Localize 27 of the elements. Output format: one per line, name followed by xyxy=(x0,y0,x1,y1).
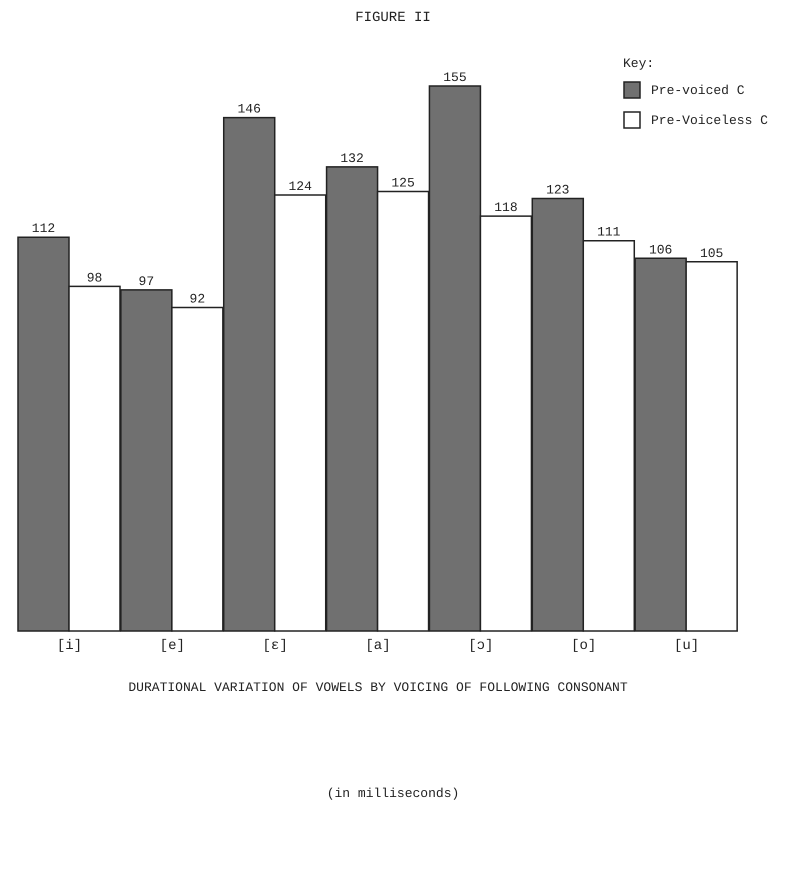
data-label: 98 xyxy=(86,270,102,286)
x-tick-label: [u] xyxy=(674,638,700,654)
data-label: 106 xyxy=(648,242,672,258)
legend-label: Pre-Voiceless C xyxy=(650,112,768,128)
legend-title: Key: xyxy=(622,56,656,71)
data-label: 125 xyxy=(391,175,415,190)
x-axis-title: DURATIONAL VARIATION OF VOWELS BY VOICING OF FOLLOWING CONSONANT xyxy=(128,680,628,695)
data-label: 105 xyxy=(700,246,724,261)
x-tick-label: [a] xyxy=(365,638,391,654)
x-tick-label: [o] xyxy=(571,638,596,654)
data-label: 118 xyxy=(494,200,518,216)
data-label: 146 xyxy=(238,102,261,117)
x-tick-label: [e] xyxy=(160,638,185,654)
data-label: 112 xyxy=(32,221,56,236)
data-label: 155 xyxy=(443,70,467,85)
text: (in milliseconds) xyxy=(326,786,460,801)
x-tick-label: [ɛ] xyxy=(262,638,288,654)
data-label: 132 xyxy=(340,150,364,166)
chart-title: FIGURE II xyxy=(354,10,432,26)
legend-label: Pre-voiced C xyxy=(650,82,745,98)
data-label: 111 xyxy=(597,224,621,240)
x-tick-label: [ɔ] xyxy=(468,638,494,654)
x-tick-label: [i] xyxy=(56,638,82,654)
data-label: 92 xyxy=(190,292,206,307)
data-label: 124 xyxy=(288,179,312,194)
data-label: 123 xyxy=(546,182,570,198)
data-label: 97 xyxy=(138,274,154,289)
